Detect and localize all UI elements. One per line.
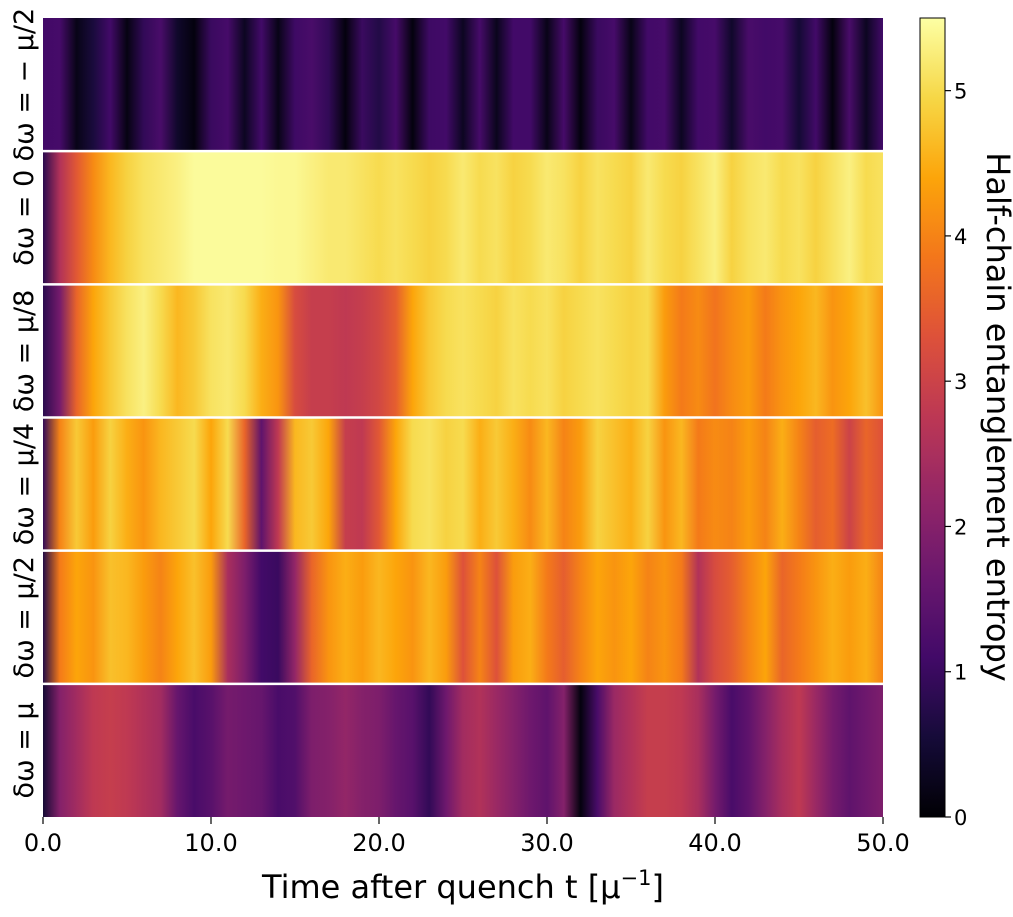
x-axis-title: Time after quench t [μ−1] xyxy=(261,866,664,906)
heatmap-row-3 xyxy=(43,417,883,551)
row-label-1: δω = 0 xyxy=(9,170,40,266)
heatmap-row-1 xyxy=(43,151,883,285)
row-label-3: δω = μ/4 xyxy=(9,423,40,545)
x-axis: 0.0 10.0 20.0 30.0 40.0 50.0 xyxy=(24,817,910,857)
heatmap-row-4 xyxy=(43,550,883,684)
row-label-2: δω = μ/8 xyxy=(9,290,40,412)
colorbar-tick-label: 2 xyxy=(954,515,967,539)
row-label-0: δω = − μ/2 xyxy=(9,8,40,162)
heatmap-plot xyxy=(43,18,883,817)
colorbar: 0 1 2 3 4 5 Half-chain entanglement entropy xyxy=(919,17,1013,830)
colorbar-tick-label: 5 xyxy=(954,80,967,104)
colorbar-label: Half-chain entanglement entropy xyxy=(979,152,1013,681)
colorbar-tick-label: 3 xyxy=(954,370,967,394)
heatmap-row-2 xyxy=(43,284,883,418)
colorbar-ticks: 0 1 2 3 4 5 xyxy=(945,80,967,830)
x-tick-label: 20.0 xyxy=(352,829,405,857)
row-label-4: δω = μ/2 xyxy=(9,556,40,678)
row-labels: δω = − μ/2 δω = 0 δω = μ/8 δω = μ/4 δω = μ/2… xyxy=(9,8,40,799)
x-tick-label: 0.0 xyxy=(24,829,62,857)
x-tick-label: 40.0 xyxy=(688,829,741,857)
row-label-5: δω = μ xyxy=(9,702,40,798)
colorbar-gradient xyxy=(919,17,946,818)
colorbar-tick-label: 0 xyxy=(954,806,967,830)
heatmap-row-0 xyxy=(43,18,883,152)
colorbar-tick-label: 1 xyxy=(954,661,967,685)
colorbar-tick-label: 4 xyxy=(954,225,967,249)
heatmap-row-5 xyxy=(43,683,883,817)
x-tick-label: 30.0 xyxy=(520,829,573,857)
x-tick-label: 10.0 xyxy=(184,829,237,857)
x-tick-label: 50.0 xyxy=(856,829,909,857)
